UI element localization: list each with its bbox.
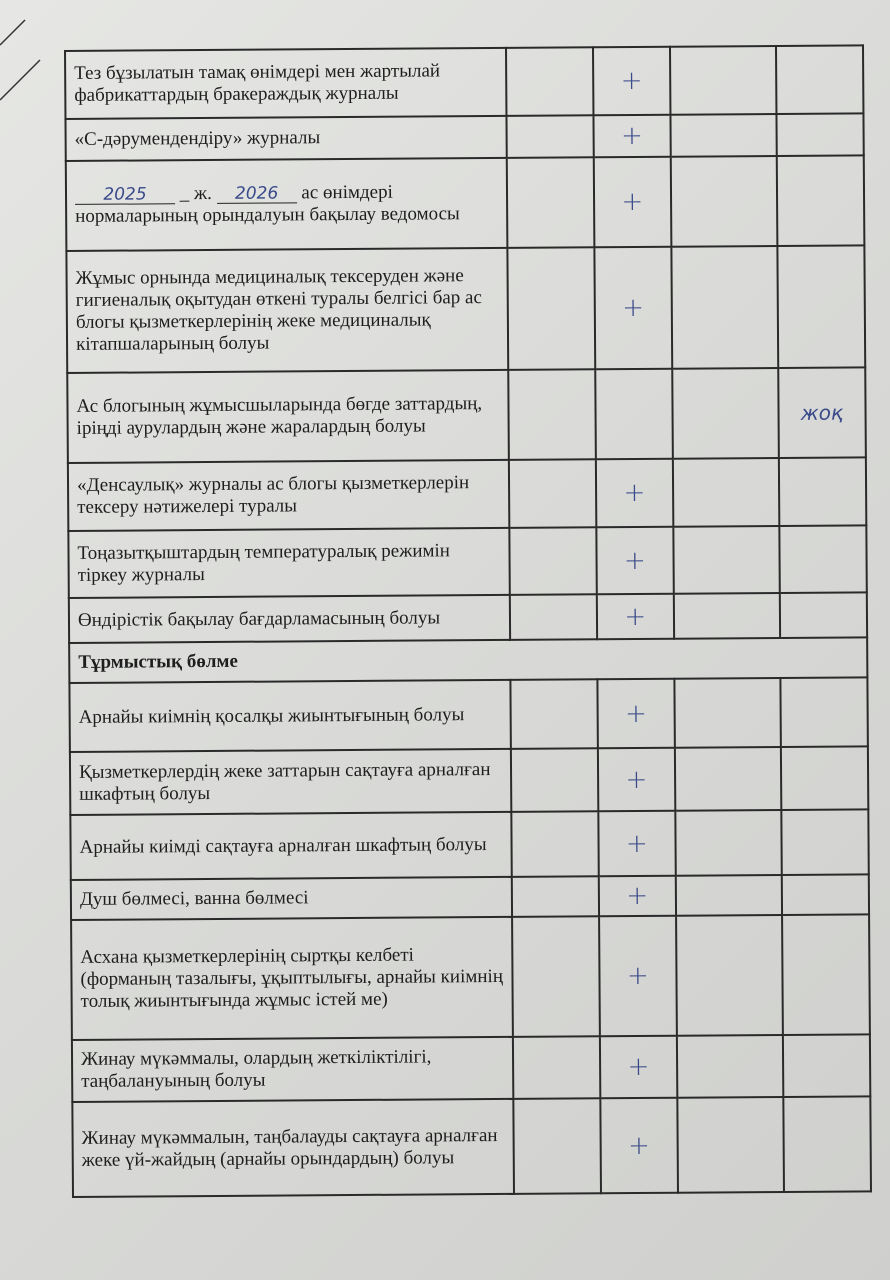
check-mark: + [598,875,676,917]
cell-empty [669,46,777,115]
row-text: Арнайы киімді сақтауға арналған шкафтың … [70,811,513,880]
note-cell [778,525,867,594]
check-mark: + [593,156,672,248]
check-mark: + [596,526,674,595]
row-text: Душ бөлмесі, ванна бөлмесі [70,876,513,920]
row-text: Ас блогының жұмысшыларында бөгде заттард… [67,369,510,463]
check-mark: + [596,593,674,640]
cell-empty [513,1036,601,1099]
checklist-table: Тез бұзылатын тамақ өнімдері мен жартыла… [64,44,872,1198]
note-cell [781,914,870,1036]
table-row: «С-дәрумендендіру» журналы + [65,113,864,161]
note-cell [780,746,869,811]
row-text: Қызметкерлердің жеке заттарын сақтауға а… [69,748,512,815]
cell-empty [512,916,600,1037]
note-cell: жоқ [777,367,866,459]
cell-empty [675,915,783,1036]
row-text: Жұмыс орнында медициналық тексеруден жән… [66,247,509,373]
cell-empty [506,47,594,116]
cell-empty [513,1098,601,1194]
note-cell [776,113,864,157]
check-mark: + [598,915,677,1037]
row-text: Тез бұзылатын тамақ өнімдері мен жартыла… [65,47,507,119]
note-cell [781,874,870,916]
table-row: Жұмыс орнында медициналық тексеруден жән… [66,245,866,373]
table-row: Тоңазытқыштардың температуралық режимін … [68,525,867,598]
cell-empty [672,458,779,527]
cell-empty [512,876,599,917]
table-row: Тез бұзылатын тамақ өнімдері мен жартыла… [65,45,864,119]
table-row: 2025 _ ж. 2026 ас өнімдері нормаларының о… [65,155,865,251]
cell-empty [673,593,780,639]
check-mark [595,368,673,460]
table-row: Жинау мүкәммалын, таңбалауды сақтауға ар… [72,1096,871,1197]
table-row: Арнайы киімді сақтауға арналған шкафтың … [70,809,869,880]
table-row: Ас блогының жұмысшыларында бөгде заттард… [67,367,866,463]
note-cell [782,1034,871,1098]
note-cell [777,245,866,369]
note-cell [782,1096,871,1193]
cell-empty [674,678,781,748]
year-start-field: 2025 [74,184,176,205]
cell-empty [509,459,597,528]
row-text: «Денсаулық» журналы ас блогы қызметкерле… [67,459,510,531]
year-sep: ж. [193,182,212,205]
table-row: Өндірістік бақылау бағдарламасының болуы… [68,592,868,643]
row-text-1: ас өнімдері [301,181,393,204]
cell-empty [672,368,779,459]
cell-empty [670,114,777,157]
section-title: Тұрмыстық бөлме [69,637,868,683]
row-text: «С-дәрумендендіру» журналы [65,115,508,161]
cell-empty [670,156,778,247]
cell-empty [506,115,594,158]
note-cell [775,45,864,115]
cell-empty [674,747,781,811]
row-text-2: нормаларының орындалуын бақылау ведомосы [75,203,460,227]
table-row: Арнайы киімнің қосалқы жиынтығының болуы… [69,677,868,752]
section-row: Тұрмыстық бөлме [69,637,868,683]
check-mark: + [597,747,676,812]
note-cell [780,677,868,748]
cell-empty [673,526,780,594]
row-text: Асхана қызметкерлерінің сыртқы келбеті (… [71,916,514,1040]
cell-empty [671,246,778,369]
check-mark: + [600,1097,678,1194]
paper-edge [0,19,41,101]
row-text: Тоңазытқыштардың температуралық режимін … [68,527,511,598]
check-mark: + [597,678,675,749]
table-row: «Денсаулық» журналы ас блогы қызметкерле… [67,457,867,531]
table-row: Душ бөлмесі, ванна бөлмесі + [70,874,870,920]
table-row: Асхана қызметкерлерінің сыртқы келбеті (… [71,914,870,1040]
note-cell [779,592,868,639]
cell-empty [676,1035,783,1098]
year-end-field: 2026 [216,184,297,204]
note-cell [780,809,869,876]
row-text: Жинау мүкәммалын, таңбалауды сақтауға ар… [72,1098,515,1197]
table-row: Қызметкерлердің жеке заттарын сақтауға а… [69,746,869,815]
cell-empty [510,679,598,749]
cell-empty [507,247,596,370]
check-mark: + [592,46,671,116]
check-mark: + [598,810,676,877]
check-mark: + [594,246,673,370]
note-cell [776,155,865,247]
cell-empty [511,811,599,877]
note-cell [778,457,867,527]
cell-empty [675,875,782,916]
row-text: Арнайы киімнің қосалқы жиынтығының болуы [69,679,512,752]
check-mark: + [593,114,671,158]
row-text: Жинау мүкәммалы, олардың жеткіліктілігі,… [71,1036,514,1102]
cell-empty [677,1097,784,1193]
cell-empty [675,810,782,876]
table-row: Жинау мүкәммалы, олардың жеткіліктілігі,… [71,1034,871,1102]
row-text: 2025 _ ж. 2026 ас өнімдері нормаларының о… [65,157,508,251]
row-text: Өндірістік бақылау бағдарламасының болуы [68,594,511,643]
check-mark: + [599,1035,678,1099]
cell-empty [508,369,596,460]
cell-empty [511,748,599,812]
cell-empty [507,157,595,248]
cell-empty [509,527,597,595]
cell-empty [510,594,597,640]
check-mark: + [595,458,674,528]
